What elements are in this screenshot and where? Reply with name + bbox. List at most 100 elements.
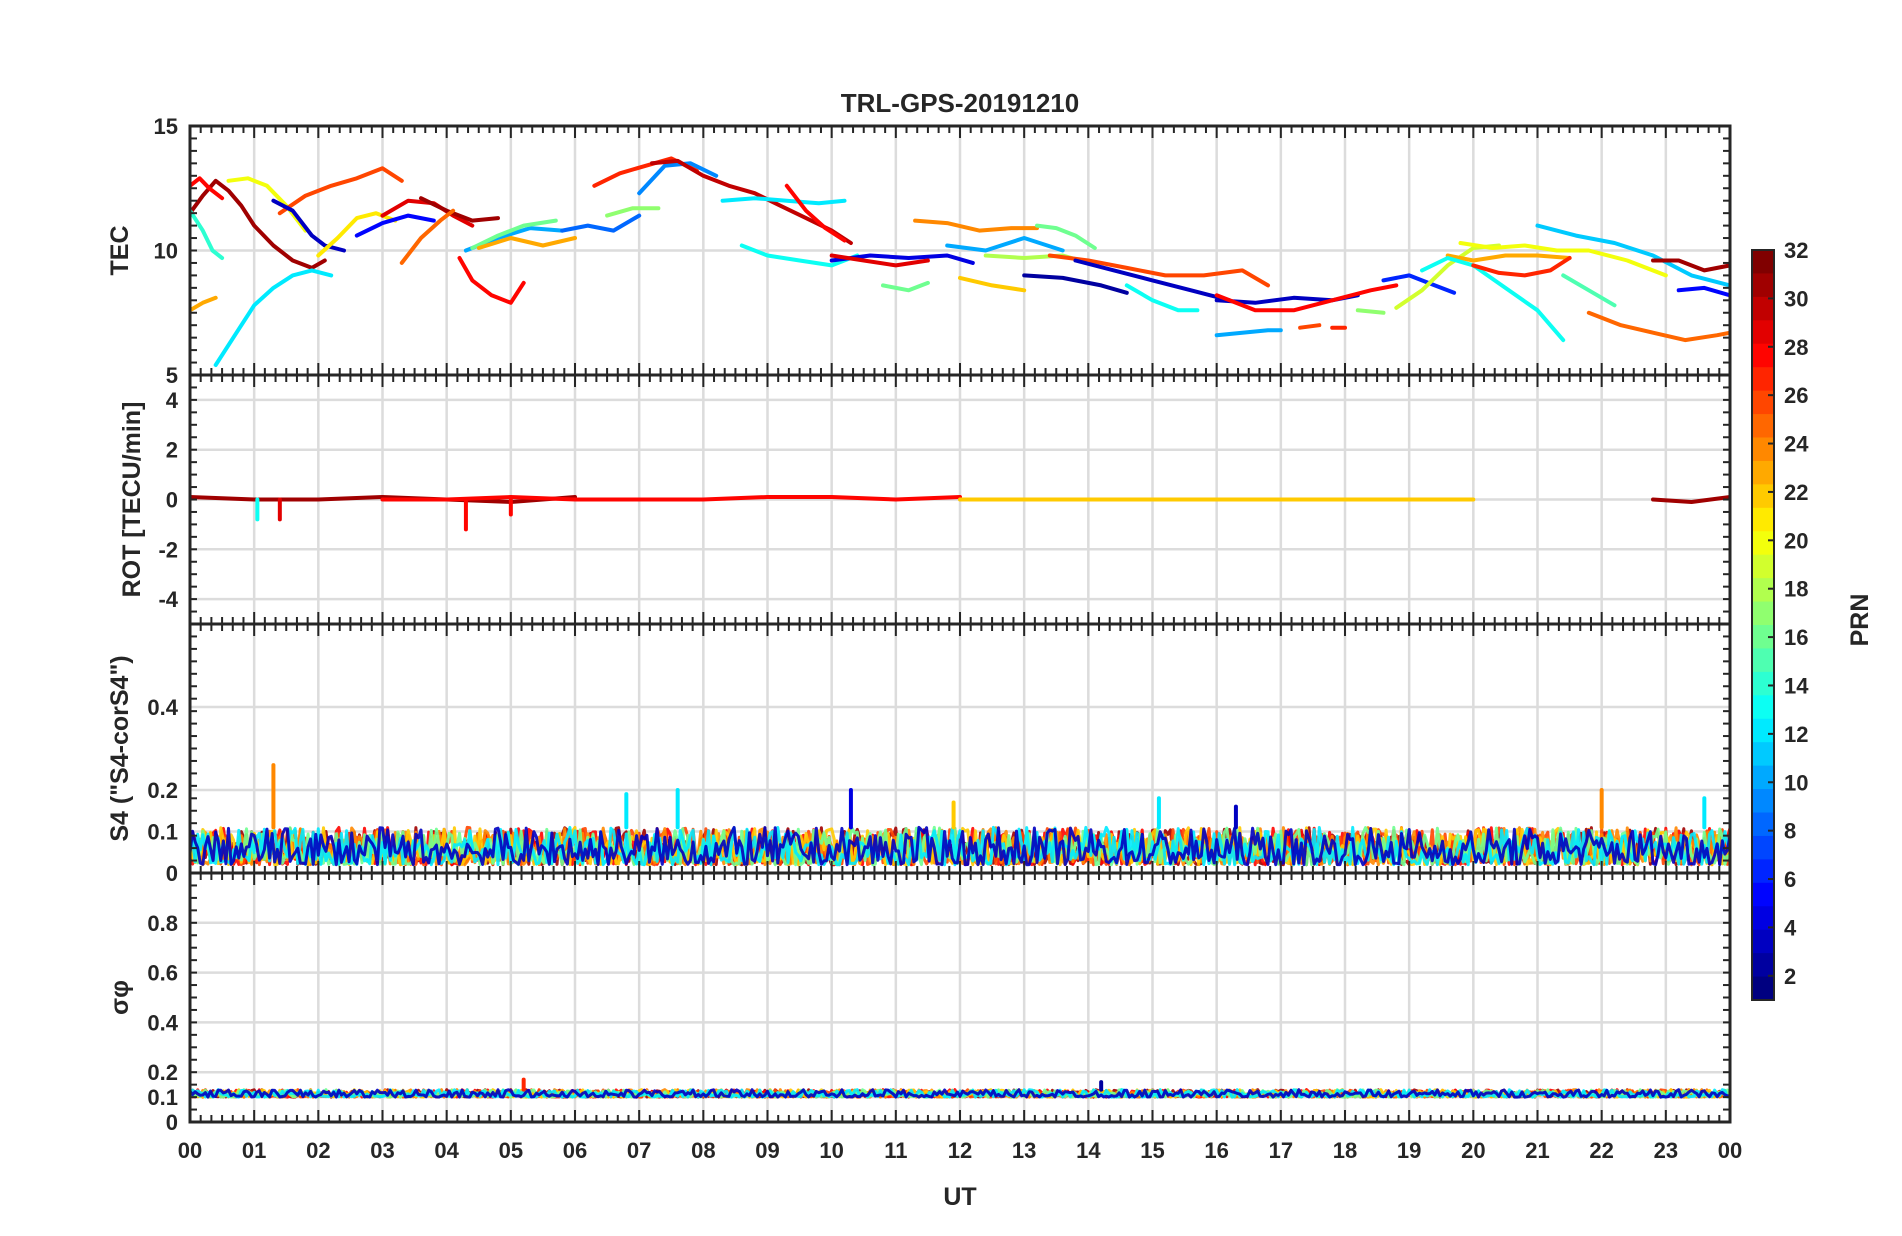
x-tick-label: 03	[370, 1138, 394, 1163]
series-line-prn-16	[881, 280, 930, 293]
series-line-prn-5	[354, 213, 436, 238]
x-tick-label: 10	[819, 1138, 843, 1163]
colorbar-swatch	[1752, 367, 1774, 392]
colorbar-tick-label: 18	[1784, 577, 1808, 602]
series-line-prn-25	[1586, 310, 1730, 343]
colorbar-swatch	[1752, 859, 1774, 884]
x-tick-label: 14	[1076, 1138, 1101, 1163]
series-line-prn-13	[1124, 283, 1200, 313]
series-line-prn-16	[1035, 223, 1097, 250]
x-tick-label: 02	[306, 1138, 330, 1163]
colorbar-tick-label: 14	[1784, 673, 1809, 698]
series-line-prn-17	[1355, 308, 1386, 315]
colorbar-tick-label: 20	[1784, 528, 1808, 553]
x-tick-label: 17	[1269, 1138, 1293, 1163]
panel-s4-data	[190, 763, 1730, 867]
series-line-prn-2	[1022, 273, 1129, 295]
colorbar-swatch	[1752, 812, 1774, 837]
y-tick-label: 0	[166, 488, 178, 513]
series-line-prn-25	[399, 208, 456, 265]
x-tick-label: 16	[1204, 1138, 1228, 1163]
colorbar-swatch	[1752, 929, 1774, 954]
x-tick-label: 21	[1525, 1138, 1549, 1163]
series-line-prn-27	[1471, 256, 1572, 278]
series-line-prn-3	[271, 198, 346, 253]
x-tick-label: 12	[948, 1138, 972, 1163]
data-layer	[190, 156, 1730, 1099]
y-tick-label: 0.4	[147, 1010, 178, 1035]
series-line-prn-11	[1535, 223, 1730, 288]
colorbar-swatch	[1752, 320, 1774, 345]
x-tick-label: 08	[691, 1138, 715, 1163]
series-line-prn-26	[1047, 253, 1270, 288]
series-line-prn-28	[1214, 283, 1399, 313]
series-line-prn-28	[784, 183, 847, 243]
series-line-prn-29	[829, 253, 930, 268]
series-line-prn-26	[277, 166, 404, 216]
colorbar-swatch	[1752, 437, 1774, 462]
series-line-prn-31	[419, 196, 500, 223]
colorbar-swatch	[1752, 742, 1774, 767]
colorbar-swatch	[1752, 250, 1774, 275]
colorbar-tick-label: 10	[1784, 770, 1808, 795]
colorbar-swatch	[1752, 695, 1774, 720]
x-tick-label: 18	[1333, 1138, 1357, 1163]
panel-sigma_phi-data	[190, 1077, 1730, 1099]
y-tick-label: 5	[166, 363, 178, 388]
colorbar-swatch	[1752, 296, 1774, 321]
y-tick-label: 0.2	[147, 778, 178, 803]
colorbar-tick-label: 4	[1784, 915, 1797, 940]
colorbar-swatch	[1752, 789, 1774, 814]
colorbar-swatch	[1752, 882, 1774, 907]
series-line-prn-10	[945, 236, 1065, 253]
series-line-prn-16	[470, 218, 558, 250]
colorbar-swatch	[1752, 648, 1774, 673]
y-axis-label-rot: ROT [TECU/min]	[118, 402, 146, 598]
series-line-prn-28	[190, 176, 225, 201]
x-tick-label: 23	[1654, 1138, 1678, 1163]
series-line-prn-15	[1561, 273, 1617, 308]
series-line-prn-26	[1298, 323, 1322, 330]
series-line-prn-23	[1445, 253, 1572, 263]
colorbar-swatch	[1752, 507, 1774, 532]
x-tick-label: 00	[1718, 1138, 1742, 1163]
y-tick-label: 4	[166, 388, 179, 413]
panel-tec-data	[190, 156, 1730, 367]
series-line-prn-12	[213, 268, 334, 367]
colorbar-swatch	[1752, 906, 1774, 931]
colorbar-tick-label: 8	[1784, 819, 1796, 844]
colorbar-tick-label: 24	[1784, 432, 1809, 457]
series-line-prn-13	[739, 243, 860, 268]
series-line-prn-3	[1073, 258, 1232, 303]
colorbar-swatch	[1752, 273, 1774, 298]
y-tick-label: 0.2	[147, 1060, 178, 1085]
series-line-prn-24	[913, 218, 1039, 233]
x-tick-label: 07	[627, 1138, 651, 1163]
series-line-prn-5	[1676, 285, 1730, 298]
x-tick-label: 00	[178, 1138, 202, 1163]
series-line-prn-14	[190, 208, 225, 260]
x-tick-label: 11	[884, 1138, 907, 1163]
y-tick-label: 2	[166, 438, 178, 463]
label-layer: TRL-GPS-20191210 UT PRN 51015TEC420-2-4R…	[106, 88, 1874, 1211]
colorbar-tick-label: 30	[1784, 286, 1808, 311]
x-tick-label: 04	[434, 1138, 459, 1163]
colorbar-swatch	[1752, 531, 1774, 556]
y-axis-label-tec: TEC	[106, 226, 134, 276]
y-axis-label-sigma_phi: σφ	[106, 980, 134, 1015]
colorbar-tick-label: 26	[1784, 383, 1808, 408]
colorbar-swatch	[1752, 343, 1774, 368]
series-line-prn-28	[380, 495, 962, 502]
chart-title: TRL-GPS-20191210	[841, 88, 1079, 118]
y-tick-label: 0.6	[147, 961, 178, 986]
colorbar-swatch	[1752, 765, 1774, 790]
colorbar-swatch	[1752, 484, 1774, 509]
series-line-prn-31	[1651, 495, 1730, 504]
series-line-prn-4	[829, 253, 975, 265]
colorbar-swatch	[1752, 976, 1774, 1001]
colorbar-tick-label: 16	[1784, 625, 1808, 650]
colorbar-swatch	[1752, 460, 1774, 485]
colorbar-swatch	[1752, 718, 1774, 743]
